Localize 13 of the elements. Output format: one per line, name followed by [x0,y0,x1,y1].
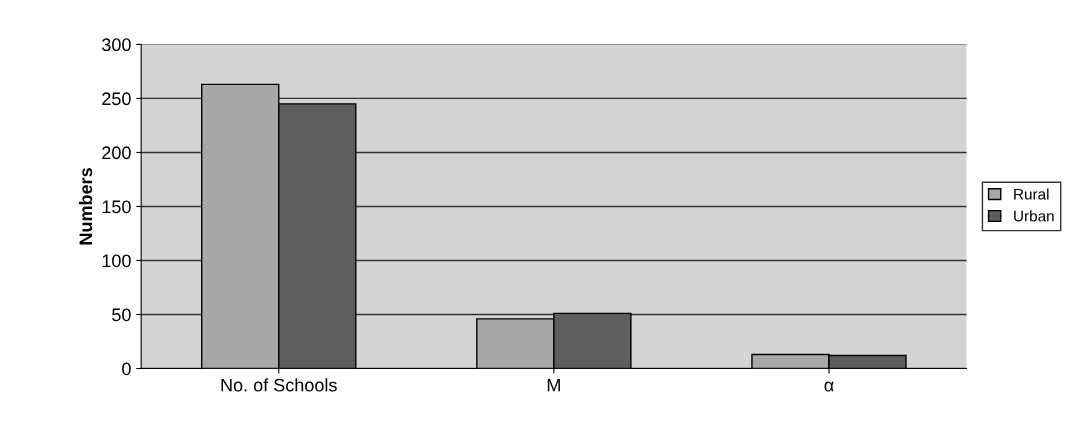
legend-label: Urban [1014,210,1054,222]
x-tick-label: α [824,381,834,392]
x-tick-label: M [547,378,560,392]
y-tick-label: 250 [102,92,131,106]
y-axis-title: Numbers [78,168,93,245]
legend-label: Rural [1014,188,1049,200]
y-tick-label: 0 [122,362,131,376]
y-tick-label: 100 [102,254,131,268]
y-tick-label: 300 [102,38,131,52]
x-tick-label: No. of Schools [221,378,337,392]
y-tick-label: 150 [102,200,131,214]
y-tick-label: 50 [112,308,131,322]
y-tick-label: 200 [102,146,131,160]
